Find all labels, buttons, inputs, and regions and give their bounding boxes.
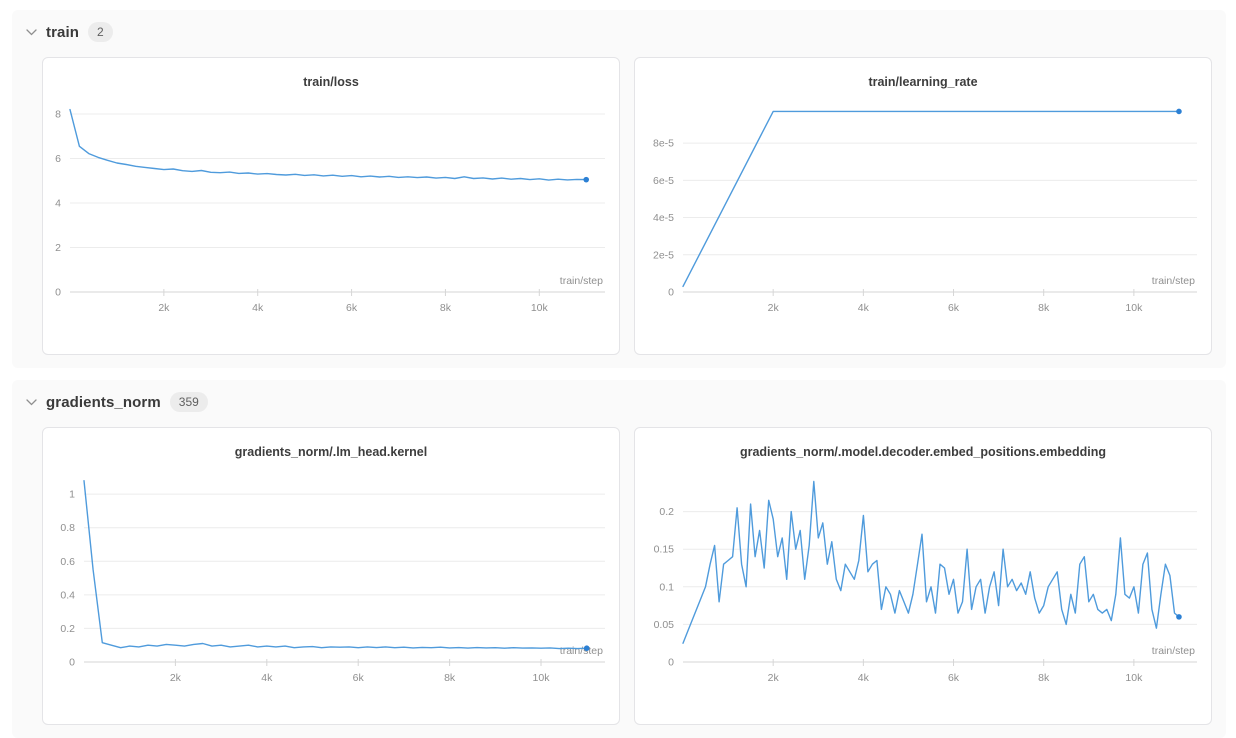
chart-title: gradients_norm/.model.decoder.embed_posi… (739, 445, 1107, 459)
x-tick-label: 6k (948, 672, 960, 684)
x-tick-label: 8k (440, 302, 452, 314)
y-tick-label: 2 (55, 242, 61, 254)
y-tick-label: 0 (668, 287, 674, 299)
x-tick-label: 4k (858, 302, 870, 314)
y-tick-label: 0 (69, 657, 75, 669)
series-endpoint-dot (583, 645, 590, 652)
chart-plot[interactable]: 0 0.2 0.4 0.6 0.8 1 2k 4k 6k 8k 10k train/step (43, 466, 619, 716)
y-tick-label: 0.4 (60, 589, 75, 601)
chart-title: train/learning_rate (868, 75, 978, 89)
x-tick-label: 10k (1125, 672, 1143, 684)
y-tick-label: 4e-5 (653, 212, 674, 224)
chevron-down-icon[interactable] (25, 396, 37, 408)
x-tick-label: 4k (261, 672, 273, 684)
chart-card-train-learning-rate: train/learning_rate 0 2e-5 4e-5 6e-5 8e-5 2k 4… (634, 57, 1212, 355)
section-header-gradients-norm[interactable]: gradients_norm 359 (25, 392, 1212, 412)
section-train: train 2 train/loss 0 2 4 6 8 2k 4k 6k 8k 10k train… (12, 10, 1226, 368)
chart-title: train/loss (303, 75, 359, 89)
series-endpoint-dot (583, 176, 590, 183)
x-tick-label: 2k (768, 672, 780, 684)
section-count-badge: 2 (88, 22, 113, 42)
y-tick-label: 6e-5 (653, 175, 674, 187)
chart-title: gradients_norm/.lm_head.kernel (234, 445, 428, 459)
section-header-train[interactable]: train 2 (25, 22, 1212, 42)
x-tick-label: 2k (768, 302, 780, 314)
y-tick-label: 0.05 (654, 619, 675, 631)
x-tick-label: 8k (1038, 302, 1050, 314)
series-line (682, 480, 1180, 644)
x-tick-label: 4k (252, 302, 264, 314)
y-tick-label: 8e-5 (653, 138, 674, 150)
chart-canvas[interactable]: 0 0.05 0.1 0.15 0.2 2k 4k 6k 8k 10k train/step (635, 466, 1211, 716)
x-tick-label: 2k (158, 302, 170, 314)
series-line (83, 480, 588, 650)
x-tick-label: 2k (170, 672, 182, 684)
y-tick-label: 1 (69, 489, 75, 501)
chart-canvas[interactable]: 0 2 4 6 8 2k 4k 6k 8k 10k train/step (43, 96, 619, 346)
x-tick-label: 8k (444, 672, 456, 684)
y-tick-label: 0 (55, 287, 61, 299)
chart-plot[interactable]: 0 2 4 6 8 2k 4k 6k 8k 10k train/step (43, 96, 619, 346)
y-tick-label: 0.2 (659, 506, 674, 518)
x-tick-label: 10k (1125, 302, 1143, 314)
x-tick-label: 6k (353, 672, 365, 684)
section-count-badge: 359 (169, 392, 208, 412)
series-line (682, 110, 1180, 288)
y-tick-label: 0 (668, 657, 674, 669)
chart-canvas[interactable]: 0 0.2 0.4 0.6 0.8 1 2k 4k 6k 8k 10k train/step (43, 466, 619, 716)
x-tick-label: 8k (1038, 672, 1050, 684)
series-endpoint-dot (1176, 108, 1182, 115)
series-line (69, 108, 587, 181)
y-tick-label: 8 (55, 109, 61, 121)
chart-row: train/loss 0 2 4 6 8 2k 4k 6k 8k 10k train/step tr… (42, 57, 1212, 355)
section-label-gradients-norm: gradients_norm (46, 393, 161, 411)
y-tick-label: 4 (55, 198, 61, 210)
y-tick-label: 2e-5 (653, 249, 674, 261)
chart-canvas[interactable]: 0 2e-5 4e-5 6e-5 8e-5 2k 4k 6k 8k 10k train/step (635, 96, 1211, 346)
chart-card-lm-head-kernel: gradients_norm/.lm_head.kernel 0 0.2 0.4 0.… (42, 427, 620, 725)
section-label-train: train (46, 23, 80, 41)
chevron-down-icon[interactable] (25, 26, 37, 38)
x-tick-label: 10k (533, 672, 551, 684)
chart-row: gradients_norm/.lm_head.kernel 0 0.2 0.4 0.… (42, 427, 1212, 725)
chart-plot[interactable]: 0 2e-5 4e-5 6e-5 8e-5 2k 4k 6k 8k 10k train/step (635, 96, 1211, 346)
x-axis-label: train/step (1152, 275, 1195, 287)
x-tick-label: 6k (346, 302, 358, 314)
x-tick-label: 4k (858, 672, 870, 684)
x-tick-label: 6k (948, 302, 960, 314)
section-gradients-norm: gradients_norm 359 gradients_norm/.lm_he… (12, 380, 1226, 738)
chart-card-train-loss: train/loss 0 2 4 6 8 2k 4k 6k 8k 10k train/step (42, 57, 620, 355)
y-tick-label: 0.8 (60, 522, 75, 534)
y-tick-label: 0.15 (654, 544, 675, 556)
x-axis-label: train/step (1152, 645, 1195, 657)
chart-card-embed-positions-embedding: gradients_norm/.model.decoder.embed_posi… (634, 427, 1212, 725)
y-tick-label: 6 (55, 153, 61, 165)
y-tick-label: 0.6 (60, 556, 75, 568)
y-tick-label: 0.1 (659, 581, 674, 593)
y-tick-label: 0.2 (60, 623, 75, 635)
x-axis-label: train/step (560, 645, 603, 657)
x-tick-label: 10k (531, 302, 549, 314)
chart-plot[interactable]: 0 0.05 0.1 0.15 0.2 2k 4k 6k 8k 10k train/step (635, 466, 1211, 716)
series-endpoint-dot (1176, 614, 1182, 620)
x-axis-label: train/step (560, 275, 603, 287)
